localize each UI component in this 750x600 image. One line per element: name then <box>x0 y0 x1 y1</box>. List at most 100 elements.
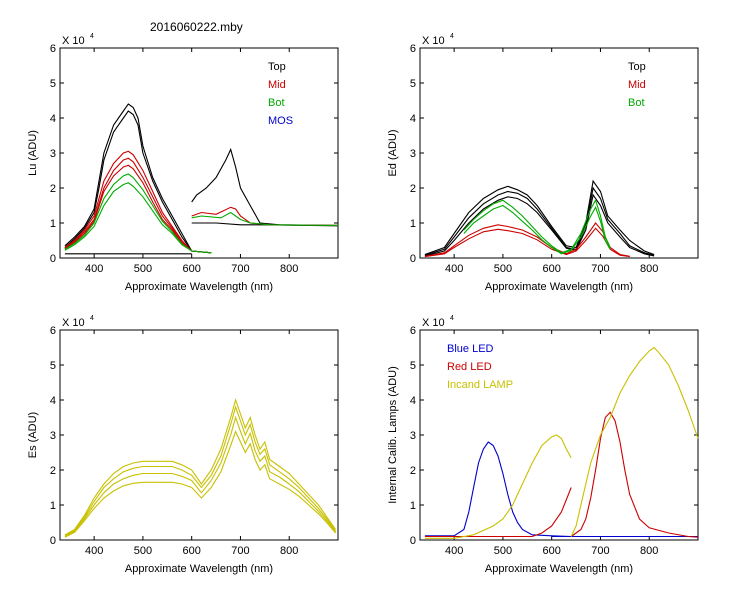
x-tick-label: 600 <box>183 545 201 557</box>
page-title: 2016060222.mby <box>150 20 243 34</box>
series-line-top <box>424 186 655 256</box>
series-line-top <box>64 110 212 254</box>
legend-entry-bot: Bot <box>628 97 645 109</box>
y-tick-label: 4 <box>410 113 416 125</box>
y-tick-label: 1 <box>50 500 56 512</box>
x-tick-label: 500 <box>494 263 512 275</box>
y-tick-label: 6 <box>50 325 56 337</box>
y-multiplier-exponent: 4 <box>450 33 454 40</box>
x-tick-label: 400 <box>85 263 103 275</box>
series-line-mid <box>424 222 630 257</box>
y-tick-label: 5 <box>410 360 416 372</box>
x-tick-label: 700 <box>591 263 609 275</box>
x-tick-label: 400 <box>85 545 103 557</box>
y-tick-label: 5 <box>50 360 56 372</box>
y-tick-label: 3 <box>410 430 416 442</box>
series-line-mid <box>64 150 212 254</box>
y-tick-label: 5 <box>50 78 56 90</box>
x-tick-label: 700 <box>591 545 609 557</box>
series-line-es <box>64 430 337 538</box>
x-tick-label: 500 <box>134 263 152 275</box>
legend-entry-mid: Mid <box>628 79 646 91</box>
y-multiplier-label: X 10 <box>422 317 445 329</box>
series-line-es <box>64 405 337 537</box>
legend-entry-incand-lamp: Incand LAMP <box>447 379 513 391</box>
x-tick-label: 700 <box>231 263 249 275</box>
x-tick-label: 600 <box>543 263 561 275</box>
y-tick-label: 3 <box>410 148 416 160</box>
y-tick-label: 0 <box>50 253 56 265</box>
y-tick-label: 4 <box>50 395 56 407</box>
series-line-incand-lamp <box>570 346 699 537</box>
y-tick-label: 3 <box>50 148 56 160</box>
chart-ed: 400 500 600 700 800 0 1 2 3 4 5 6 X 10 4 Approximate W… <box>387 33 699 293</box>
series-line-es <box>64 415 337 537</box>
y-axis-label: Internal Calib. Lamps (ADU) <box>387 366 399 504</box>
y-axis-label: Ed (ADU) <box>387 129 399 176</box>
y-axis-label: Es (ADU) <box>27 412 39 458</box>
series-line-mid <box>424 227 630 258</box>
series-line-top <box>191 147 339 226</box>
x-axis-label: Approximate Wavelength (nm) <box>125 563 273 575</box>
y-tick-label: 6 <box>50 43 56 55</box>
y-tick-label: 3 <box>50 430 56 442</box>
series-line-bot <box>64 182 212 254</box>
chart-lamps: 400 500 600 700 800 0 1 2 3 4 5 6 X 10 4 Approximate W… <box>387 315 699 575</box>
series-line-mid <box>64 164 212 254</box>
legend-entry-mid: Mid <box>268 79 286 91</box>
y-tick-label: 1 <box>50 218 56 230</box>
x-axis-label: Approximate Wavelength (nm) <box>125 281 273 293</box>
legend-entry-mos: MOS <box>268 115 293 127</box>
series-line-bot <box>463 198 611 254</box>
y-multiplier-exponent: 4 <box>90 315 94 322</box>
series-line-mid <box>64 157 212 254</box>
legend-entry-bot: Bot <box>268 97 285 109</box>
x-tick-label: 400 <box>445 545 463 557</box>
y-multiplier-label: X 10 <box>62 317 85 329</box>
series-line-incand-lamp <box>424 434 572 539</box>
y-tick-label: 6 <box>410 43 416 55</box>
plot-frame <box>59 329 339 541</box>
y-multiplier-label: X 10 <box>62 35 85 47</box>
x-tick-label: 500 <box>134 545 152 557</box>
series-line-bot <box>64 173 212 254</box>
x-tick-label: 800 <box>280 263 298 275</box>
y-tick-label: 2 <box>410 465 416 477</box>
legend-entry-red-led: Red LED <box>447 361 492 373</box>
y-tick-label: 4 <box>50 113 56 125</box>
series-line-top <box>424 179 655 256</box>
y-tick-label: 2 <box>410 183 416 195</box>
x-tick-label: 400 <box>445 263 463 275</box>
series-line-es <box>64 398 337 536</box>
x-tick-label: 600 <box>543 545 561 557</box>
series-line-top <box>64 103 212 254</box>
legend-entry-top: Top <box>268 61 286 73</box>
y-multiplier-exponent: 4 <box>90 33 94 40</box>
legend-entry-top: Top <box>628 61 646 73</box>
series-line-bot <box>191 211 339 226</box>
x-axis-label: Approximate Wavelength (nm) <box>485 563 633 575</box>
x-tick-label: 600 <box>183 263 201 275</box>
plot-frame <box>59 47 339 259</box>
y-tick-label: 0 <box>410 253 416 265</box>
y-tick-label: 2 <box>50 183 56 195</box>
y-tick-label: 5 <box>410 78 416 90</box>
series-line-red-led <box>570 411 699 538</box>
y-multiplier-exponent: 4 <box>450 315 454 322</box>
x-axis-label: Approximate Wavelength (nm) <box>485 281 633 293</box>
x-tick-label: 800 <box>280 545 298 557</box>
series-line-red-led <box>424 487 572 538</box>
chart-lu: 400 500 600 700 800 0 1 2 3 4 5 6 X 10 4 Approximate W… <box>27 33 339 293</box>
chart-es: 400 500 600 700 800 0 1 2 3 4 5 6 X 10 4 Approximate W… <box>27 315 339 575</box>
y-tick-label: 2 <box>50 465 56 477</box>
y-tick-label: 4 <box>410 395 416 407</box>
y-tick-label: 0 <box>50 535 56 547</box>
y-tick-label: 0 <box>410 535 416 547</box>
x-tick-label: 700 <box>231 545 249 557</box>
series-line-blue-led <box>424 441 572 538</box>
x-tick-label: 800 <box>640 263 658 275</box>
legend-entry-blue-led: Blue LED <box>447 343 494 355</box>
series-line-top <box>424 193 655 257</box>
x-tick-label: 800 <box>640 545 658 557</box>
